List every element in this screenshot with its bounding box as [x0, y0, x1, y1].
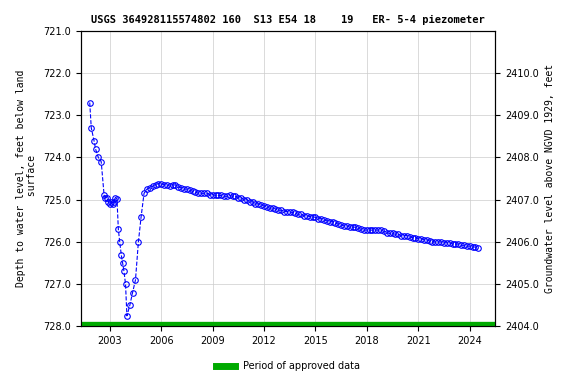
- Y-axis label: Groundwater level above NGVD 1929, feet: Groundwater level above NGVD 1929, feet: [544, 64, 555, 293]
- Legend: Period of approved data: Period of approved data: [212, 358, 364, 375]
- Text: USGS 364928115574802 160  S13 E54 18    19   ER- 5-4 piezometer: USGS 364928115574802 160 S13 E54 18 19 E…: [91, 15, 485, 25]
- Y-axis label: Depth to water level, feet below land
 surface: Depth to water level, feet below land su…: [16, 70, 37, 287]
